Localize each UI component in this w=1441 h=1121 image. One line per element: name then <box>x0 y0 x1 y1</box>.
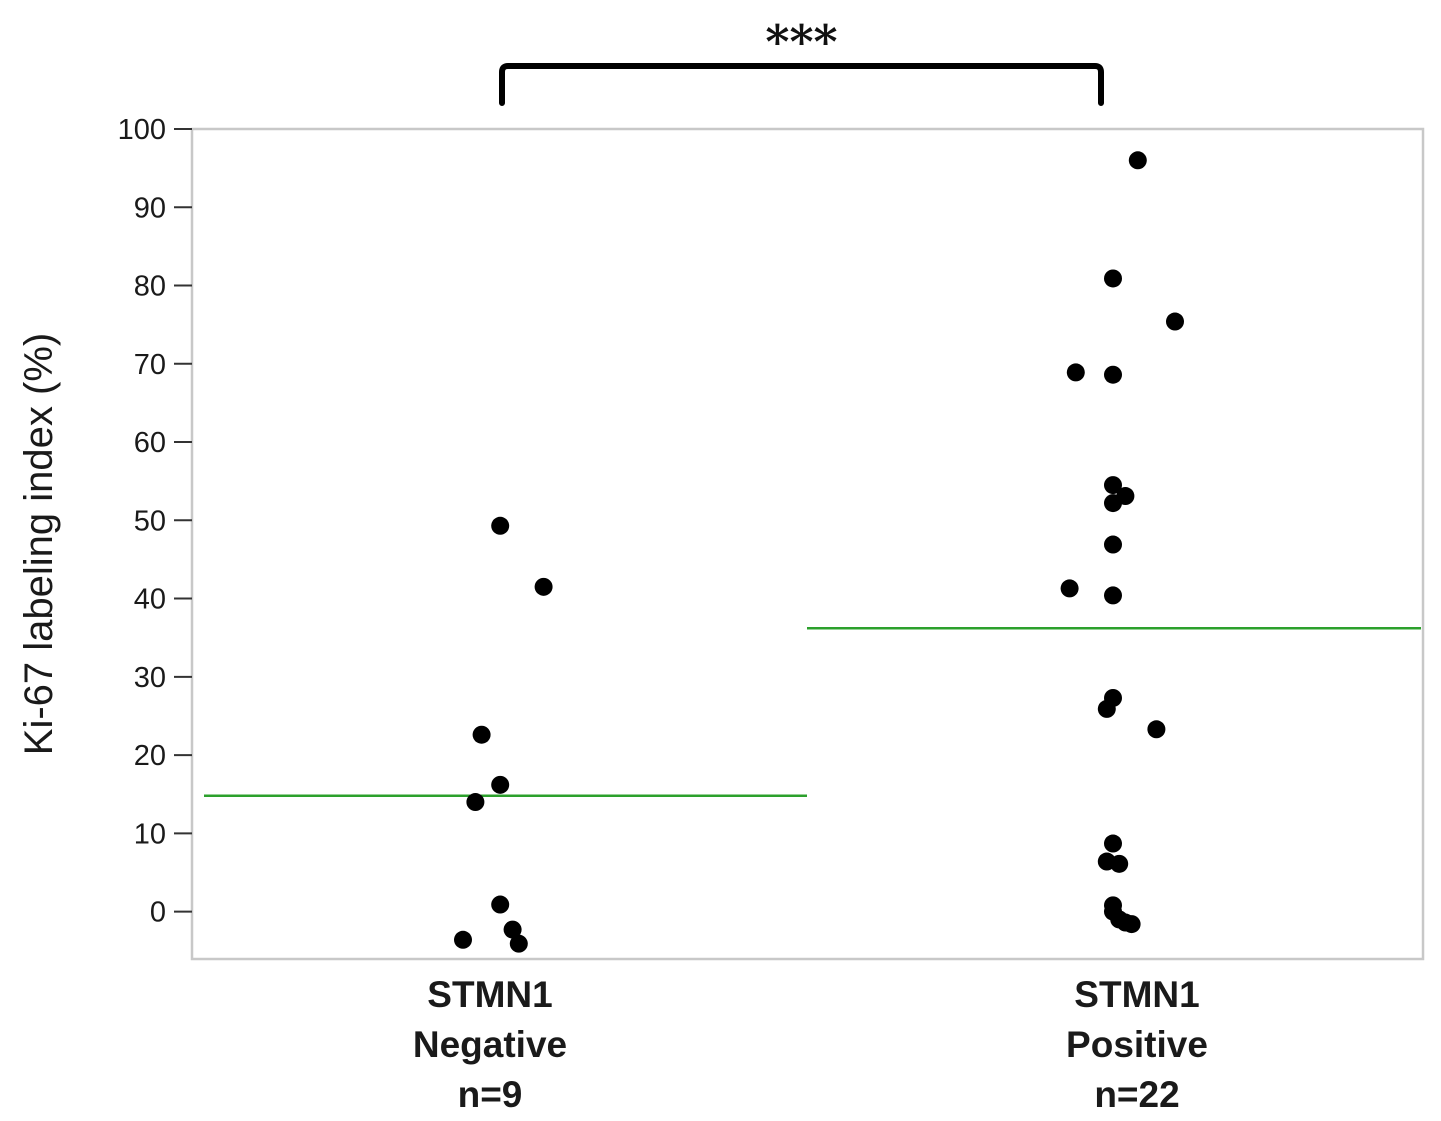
plot-area-frame <box>190 127 1425 961</box>
x-axis-categories: STMN1 Negative n=9 STMN1 Positive n=22 <box>413 974 1208 1115</box>
mean-lines <box>204 627 1421 798</box>
data-point <box>1104 535 1122 554</box>
category-label-line: Negative <box>413 1024 567 1065</box>
y-tick-label: 60 <box>134 427 166 459</box>
data-point <box>503 920 522 939</box>
data-point <box>1097 699 1116 718</box>
data-point <box>509 934 528 953</box>
y-tick-label: 40 <box>134 584 166 616</box>
data-point <box>1104 365 1122 384</box>
y-tick-label: 20 <box>134 740 166 772</box>
data-point <box>1104 494 1122 513</box>
significance-bracket <box>499 63 1104 106</box>
data-points <box>454 151 1184 953</box>
significance-label: *** <box>765 15 837 69</box>
data-point <box>1066 363 1085 382</box>
category-label-line: STMN1 <box>427 974 552 1015</box>
y-axis: 0 10 20 30 40 50 60 70 80 90 100 <box>118 114 192 929</box>
y-tick-label: 100 <box>118 114 166 146</box>
y-tick-label: 50 <box>134 505 166 537</box>
data-point <box>1060 579 1079 598</box>
data-point <box>491 775 510 794</box>
data-point <box>1147 720 1166 739</box>
category-label-line: STMN1 <box>1074 974 1199 1015</box>
data-point <box>1104 476 1122 495</box>
data-point <box>1128 151 1147 170</box>
data-point <box>1122 915 1141 934</box>
data-point <box>534 577 553 596</box>
y-tick-label: 90 <box>134 192 166 224</box>
data-point <box>491 895 510 914</box>
data-point <box>472 725 491 744</box>
data-point <box>1104 586 1122 605</box>
category-label-line: n=9 <box>458 1074 523 1115</box>
data-point <box>1166 312 1184 331</box>
data-point <box>491 516 510 535</box>
y-tick-label: 0 <box>150 897 166 929</box>
category-label-line: Positive <box>1066 1024 1208 1065</box>
y-tick-label: 30 <box>134 662 166 694</box>
data-point <box>1110 854 1129 873</box>
y-axis-label: Ki-67 labeling index (%) <box>17 333 61 755</box>
y-tick-label: 70 <box>134 349 166 381</box>
data-point <box>1104 269 1122 288</box>
category-label-line: n=22 <box>1094 1074 1179 1115</box>
data-point <box>1104 834 1122 853</box>
data-point <box>466 793 485 812</box>
y-tick-label: 80 <box>134 271 166 303</box>
significance-annotation: *** <box>499 15 1104 106</box>
y-tick-label: 10 <box>134 818 166 850</box>
data-point <box>454 930 472 949</box>
